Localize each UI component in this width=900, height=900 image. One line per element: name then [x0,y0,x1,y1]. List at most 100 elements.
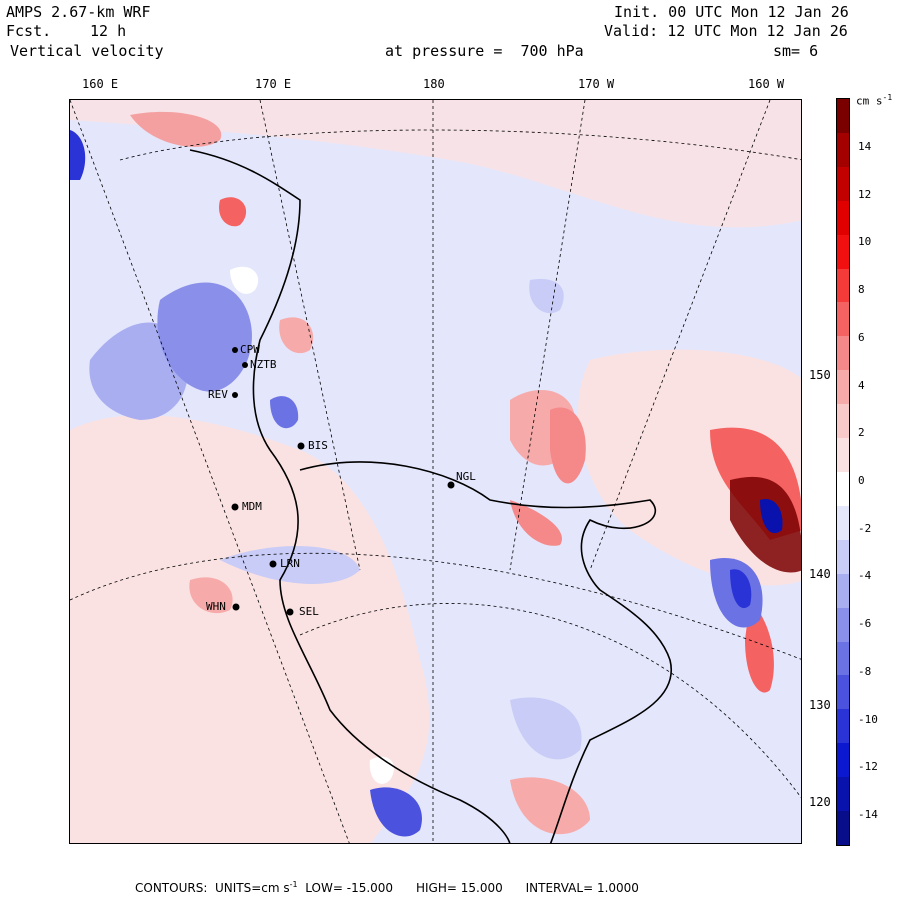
updraft-patch [279,317,314,354]
map-panel: CPW NZTB REV BIS MDM LRN WHN SEL NGL [69,99,802,844]
interval-value: 1.0000 [596,881,639,895]
station-marker [231,503,239,511]
contours-label: CONTOURS: [135,881,208,895]
colorbar-segment [837,370,849,405]
colorbar-segment [837,336,849,371]
updraft-patch [510,500,562,546]
station-label-whn: WHN [206,600,226,613]
lon-label-170e: 170 E [255,77,292,91]
interval-label: INTERVAL= [525,881,594,895]
field-name: Vertical velocity [10,42,164,60]
colorbar-segment [837,675,849,710]
station-label-lrn: LRN [280,557,300,570]
colorbar-segment [837,132,849,168]
downdraft-patch [70,130,86,180]
updraft-patch [130,111,222,147]
updraft-patch [510,777,590,835]
colorbar-segment [837,573,849,609]
colorbar-segment [837,539,849,575]
low-value: -15.000 [346,881,394,895]
model-title: AMPS 2.67-km WRF [6,3,151,21]
colorbar-label: 6 [858,330,865,344]
lon-label-160w: 160 W [748,77,785,91]
smoothing-value: sm= 6 [773,42,819,60]
colorbar-label: -12 [858,760,878,774]
downdraft-patch [730,569,752,609]
coastline [189,149,511,843]
light-red-region [70,415,430,843]
colorbar-label: 12 [858,187,872,201]
station-marker [232,347,238,353]
lon-label-170w: 170 W [578,77,615,91]
updraft-patch [219,197,247,227]
init-time: Init. 00 UTC Mon 12 Jan 26 [614,3,849,21]
colorbar-segment [837,709,849,744]
updraft-patch [189,577,233,614]
downdraft-patch [270,396,299,429]
downdraft-patch [529,279,564,314]
forecast-label: Fcst. [6,22,52,40]
colorbar-segment [837,811,849,846]
lon-label-180: 180 [423,77,445,91]
colorbar-unit: cm s-1 [856,93,893,108]
colorbar-label: 0 [858,474,865,487]
colorbar-segment [837,438,849,473]
station-label-sel: SEL [299,605,319,618]
colorbar [836,98,850,846]
updraft-patch [550,407,586,484]
colorbar-segment [837,505,849,541]
station-marker [232,392,238,398]
units-label: UNITS=cm s [215,881,290,895]
station-label-cpw: CPW [240,343,260,356]
colorbar-label: -10 [858,712,878,726]
colorbar-segment [837,641,849,676]
low-label: LOW= [305,881,343,895]
strong-core [760,499,783,534]
station-label-nztb: NZTB [250,358,277,371]
colorbar-label: -4 [858,569,872,583]
station-label-ngl: NGL [456,470,476,483]
ross-ice-shelf-edge [299,461,673,843]
colorbar-segment [837,404,849,439]
colorbar-segment [837,743,849,778]
colorbar-segment [837,607,849,643]
colorbar-label: -14 [858,808,878,821]
colorbar-label: 4 [858,378,865,392]
downdraft-patch [510,697,582,760]
map-svg: CPW NZTB REV BIS MDM LRN WHN SEL NGL [70,100,801,843]
land-gap [230,266,259,294]
station-label-bis: BIS [308,439,328,452]
valid-time: Valid: 12 UTC Mon 12 Jan 26 [604,22,848,40]
colorbar-label: -2 [858,521,872,535]
upper-red-region [70,100,801,228]
station-marker [297,442,305,450]
graticule [70,100,801,843]
colorbar-label: 14 [858,140,872,153]
station-label-mdm: MDM [242,500,262,513]
colorbar-label: 10 [858,235,872,249]
colorbar-segment [837,166,849,202]
colorbar-segment [837,99,849,134]
station-label-rev: REV [208,388,228,401]
stations: CPW NZTB REV BIS MDM LRN WHN SEL NGL [206,343,476,618]
colorbar-label: -6 [858,617,872,631]
colorbar-segment [837,777,849,812]
high-label: HIGH= [415,881,457,895]
colorbar-segment [837,302,849,337]
forecast-hour: 12 h [90,22,127,40]
lon-label-160e: 160 E [82,77,119,91]
station-marker [286,608,294,616]
colorbar-segment [837,472,849,507]
station-marker [242,362,248,368]
colorbar-segment [837,200,849,236]
station-marker [269,560,277,568]
colorbar-label: -8 [858,664,872,678]
station-marker [447,481,455,489]
station-marker [232,603,240,611]
contour-summary: CONTOURS: UNITS=cm s-1 LOW= -15.000 HIGH… [135,880,639,895]
colorbar-label: 2 [858,426,865,440]
downdraft-patch [220,546,360,584]
downdraft-patch [157,282,252,392]
colorbar-segment [837,268,849,303]
